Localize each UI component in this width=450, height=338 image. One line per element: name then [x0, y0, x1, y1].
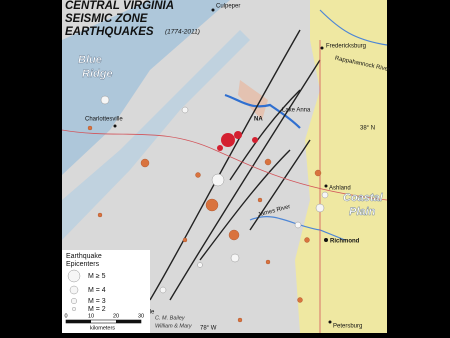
legend-item: M ≥ 5 [88, 273, 106, 280]
town-dot [320, 46, 324, 50]
epicenter [159, 286, 167, 294]
epicenter [257, 197, 263, 203]
plant-label: NA [254, 117, 263, 123]
scale-bar-segment [116, 320, 141, 323]
epicenter [181, 106, 189, 114]
town-dot [324, 238, 328, 242]
title-line: SEISMIC ZONE [65, 13, 148, 25]
scale-bar-segment [66, 320, 91, 323]
town-dot [324, 184, 328, 188]
place-label: Fredericksburg [326, 44, 366, 50]
scale-tick: 10 [88, 313, 94, 319]
scale-tick: 20 [113, 313, 119, 319]
credit: William & Mary [155, 323, 193, 329]
legend-item: M = 2 [88, 306, 106, 313]
legend-symbol [71, 306, 77, 312]
town-dot [328, 320, 332, 324]
region-label: Ridge [82, 68, 113, 80]
epicenter [195, 172, 201, 178]
title-line: CENTRAL VIRGINIA [65, 0, 174, 12]
legend-item: M = 3 [88, 298, 106, 305]
town-dot [211, 8, 215, 12]
epicenter [221, 133, 235, 147]
place-label: Culpeper [216, 4, 240, 10]
fault [229, 89, 301, 181]
highway [61, 129, 388, 201]
coastal-plain-area [295, 0, 387, 333]
lake-anna [224, 93, 301, 129]
legend: Earthquake Epicenters M ≥ 5 M = 4 M = 3 … [62, 250, 150, 333]
legend-title: Epicenters [66, 261, 100, 268]
legend-item: M = 4 [88, 287, 106, 294]
epicenter [321, 191, 329, 199]
scale-unit: kilometers [90, 325, 115, 331]
fault [249, 139, 311, 231]
graticule-label: 38° N [360, 126, 375, 132]
region-label: Coastal [343, 192, 384, 204]
basin [238, 80, 268, 120]
epicenter [294, 221, 302, 229]
fault [199, 149, 291, 261]
lake-label: Lake Anna [282, 108, 311, 114]
scale-tick: 0 [64, 313, 67, 319]
epicenter [100, 95, 110, 105]
title-line: EARTHQUAKES [65, 26, 154, 38]
fault [149, 29, 301, 301]
credit: C. M. Bailey [155, 315, 186, 321]
fault [169, 59, 321, 301]
place-label: Richmond [330, 239, 360, 245]
place-label: Charlottesville [85, 117, 123, 123]
epicenter [252, 137, 258, 143]
legend-title: Earthquake [66, 253, 102, 260]
legend-symbol [70, 297, 78, 305]
date-range: (1774-2011) [165, 29, 200, 36]
epicenter [97, 212, 103, 218]
epicenter [304, 237, 310, 243]
epicenter [140, 158, 150, 168]
graticule-label: 78° W [200, 326, 217, 332]
epicenter [234, 131, 242, 139]
scale-tick: 30 [138, 313, 144, 319]
epicenter [87, 125, 93, 131]
epicenter [237, 317, 243, 323]
epicenter [230, 253, 240, 263]
epicenter [205, 198, 219, 212]
epicenter [228, 229, 240, 241]
legend-symbol [69, 285, 79, 295]
epicenter [182, 237, 188, 243]
epicenter [297, 297, 303, 303]
epicenter [217, 145, 223, 151]
epicenter [197, 262, 203, 268]
place-label: Ashland [329, 186, 351, 192]
legend-symbol [67, 269, 81, 283]
title-block: CENTRAL VIRGINIA SEISMIC ZONE EARTHQUAKE… [65, 0, 200, 38]
faults [149, 29, 321, 301]
place-label: Petersburg [333, 324, 362, 330]
region-label: Blue [78, 54, 102, 66]
town-dot [113, 124, 117, 128]
blue-ridge-area [62, 0, 230, 175]
epicenter [314, 169, 322, 177]
epicenter [211, 173, 225, 187]
epicenter [315, 203, 325, 213]
region-label: Plain [349, 206, 376, 218]
rappahannock-river [319, 9, 388, 46]
epicenter [265, 259, 271, 265]
epicenter [264, 158, 272, 166]
